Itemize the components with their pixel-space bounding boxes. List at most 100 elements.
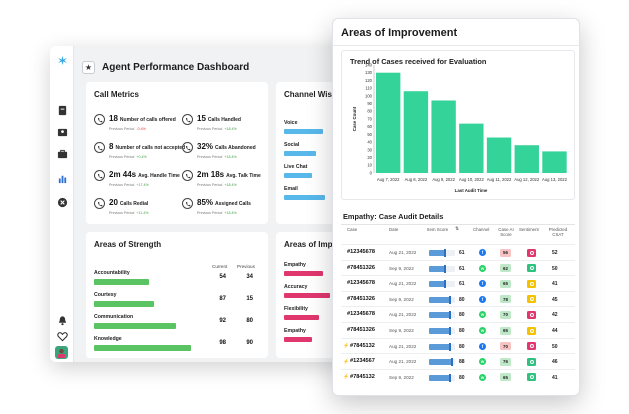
document-icon[interactable]	[56, 104, 68, 116]
phone-icon	[94, 170, 105, 181]
x-tick-label: Aug 10, 2022	[459, 177, 485, 182]
x-tick-label: Aug 7, 2022	[377, 177, 400, 182]
bar-chart-icon[interactable]	[56, 172, 68, 184]
metric-item: 15 Calls Handled Previous Period +18.4%	[182, 108, 241, 131]
chart-bar[interactable]	[376, 72, 401, 173]
star-icon[interactable]: ★	[82, 60, 95, 74]
metric-sub-label: Previous Period	[109, 155, 135, 159]
ai-score-badge: 70	[500, 310, 511, 319]
strength-current: 87	[219, 296, 226, 302]
item-score-fill	[429, 328, 450, 334]
item-score-marker	[450, 358, 453, 367]
table-row[interactable]: #12345678 Aug 21, 2022 61 f 56 52	[341, 244, 575, 260]
areas-of-improvement-small-title: Areas of Improvement	[284, 240, 350, 249]
improvement-bar	[284, 271, 323, 276]
case-date: Sep 9, 2022	[389, 265, 414, 271]
x-tick-label: Aug 13, 2022	[542, 177, 568, 182]
case-date: Aug 21, 2022	[389, 343, 417, 349]
chart-bar[interactable]	[459, 123, 484, 173]
ai-score-badge: 70	[500, 342, 511, 351]
heart-icon[interactable]	[56, 330, 68, 342]
table-row[interactable]: ⚡ #7845132 Sep 9, 2022 80 w 65 41	[341, 368, 575, 385]
y-tick-label: 80	[367, 109, 372, 114]
close-circle-icon[interactable]	[56, 196, 68, 208]
strength-label: Accountability	[94, 270, 130, 276]
metric-line: 32% Calls Abandoned	[197, 136, 256, 154]
channel-bar	[284, 129, 323, 134]
trend-bar-chart: 0 10 20 30 40 50 60 70 80 90 100 110 120 130 140 Aug 7,…	[352, 62, 568, 193]
item-score-fill	[429, 374, 450, 381]
case-id[interactable]: #78451326	[347, 327, 375, 333]
chart-bar[interactable]	[542, 151, 567, 173]
y-tick-label: 50	[367, 132, 372, 137]
x-tick-label: Aug 12, 2022	[514, 177, 540, 182]
item-score-value: 80	[459, 343, 465, 350]
item-score-bar	[429, 264, 455, 273]
case-id[interactable]: #78451326	[347, 295, 375, 302]
item-score-marker	[443, 249, 446, 257]
phone-icon	[182, 170, 193, 181]
case-id[interactable]: #12345678	[347, 311, 375, 318]
metric-sub-label: Previous Period	[109, 183, 135, 187]
table-row[interactable]: #78451326 Sep 9, 2022 80 f 78 45	[341, 290, 575, 307]
sentiment-face-icon	[529, 297, 534, 302]
metric-line: 2m 18s Avg. Talk Time	[197, 164, 261, 182]
table-row[interactable]: #78451326 Sep 9, 2022 61 w 62 50	[341, 259, 575, 276]
sentiment-icon	[527, 342, 536, 351]
ai-score-badge: 76	[500, 357, 511, 366]
metric-line: 18 Number of calls offered	[109, 108, 176, 126]
briefcase-icon[interactable]	[56, 148, 68, 160]
window-title: Areas of Improvement	[341, 27, 458, 39]
sort-icon[interactable]: ⇅	[455, 226, 460, 232]
col-sentiment-header: Sentiment	[519, 227, 539, 232]
table-row[interactable]: #12345678 Aug 21, 2022 80 w 70 42	[341, 306, 575, 322]
sentiment-icon	[527, 295, 536, 304]
case-date: Aug 21, 2022	[389, 281, 417, 287]
x-tick-label: Aug 8, 2022	[405, 177, 428, 182]
case-id[interactable]: #12345678	[347, 280, 375, 287]
table-row[interactable]: ⚡ #1234567 Aug 21, 2022 88 w 76 46	[341, 353, 575, 369]
item-score-marker	[448, 311, 451, 320]
case-date: Aug 21, 2022	[389, 250, 417, 255]
sentiment-icon	[527, 264, 536, 273]
areas-of-strength-title: Areas of Strength	[94, 240, 162, 249]
item-score-value: 80	[459, 312, 465, 319]
chart-bar[interactable]	[403, 91, 429, 173]
avatar[interactable]	[55, 346, 68, 359]
case-date: Aug 21, 2022	[389, 359, 417, 365]
areas-of-improvement-window: Areas of Improvement Trend of Cases rece…	[332, 18, 580, 396]
logo-icon[interactable]	[56, 54, 68, 66]
y-tick-label: 110	[365, 86, 372, 91]
facebook-icon: f	[479, 342, 486, 350]
chart-bar[interactable]	[486, 137, 512, 173]
case-id[interactable]: #12345678	[347, 249, 375, 255]
table-row[interactable]: #12345678 Aug 21, 2022 61 f 65 41	[341, 275, 575, 291]
item-score-fill	[429, 312, 450, 319]
predicted-csat: 52	[552, 250, 558, 256]
flash-icon: ⚡	[343, 374, 350, 381]
metric-delta: +17.4%	[136, 183, 149, 187]
col-channel-header: Channel	[473, 227, 490, 232]
case-id[interactable]: #1234567	[350, 358, 375, 365]
chart-bar[interactable]	[514, 145, 539, 173]
case-id[interactable]: #78451326	[347, 264, 375, 271]
channel-bar	[284, 173, 312, 178]
y-tick-label: 60	[367, 124, 372, 129]
table-row[interactable]: ⚡ #7845132 Aug 21, 2022 80 f 70 50	[341, 337, 575, 354]
case-id[interactable]: #7845132	[350, 342, 375, 349]
chart-bar[interactable]	[431, 100, 456, 173]
strength-label: Courtesy	[94, 292, 117, 298]
metric-label: Calls Handled	[207, 117, 241, 123]
improvement-label: Flexibility	[284, 306, 308, 312]
strength-label: Communication	[94, 314, 134, 320]
x-axis-label: Last Audit Time	[455, 188, 488, 193]
metric-value: 20	[109, 198, 118, 207]
metric-text: 85% Assigned Calls Previous Period +18.4%	[197, 192, 251, 215]
id-card-icon[interactable]	[56, 126, 68, 138]
table-row[interactable]: #78451326 Sep 9, 2022 80 w 65 44	[341, 322, 575, 338]
metric-sub: Previous Period +17.4%	[109, 183, 180, 187]
metric-text: 20 Calls Redial Previous Period +11.4%	[109, 192, 148, 215]
case-id[interactable]: #7845132	[350, 373, 375, 380]
ai-score-badge: 56	[500, 248, 511, 257]
bell-icon[interactable]	[56, 314, 68, 326]
